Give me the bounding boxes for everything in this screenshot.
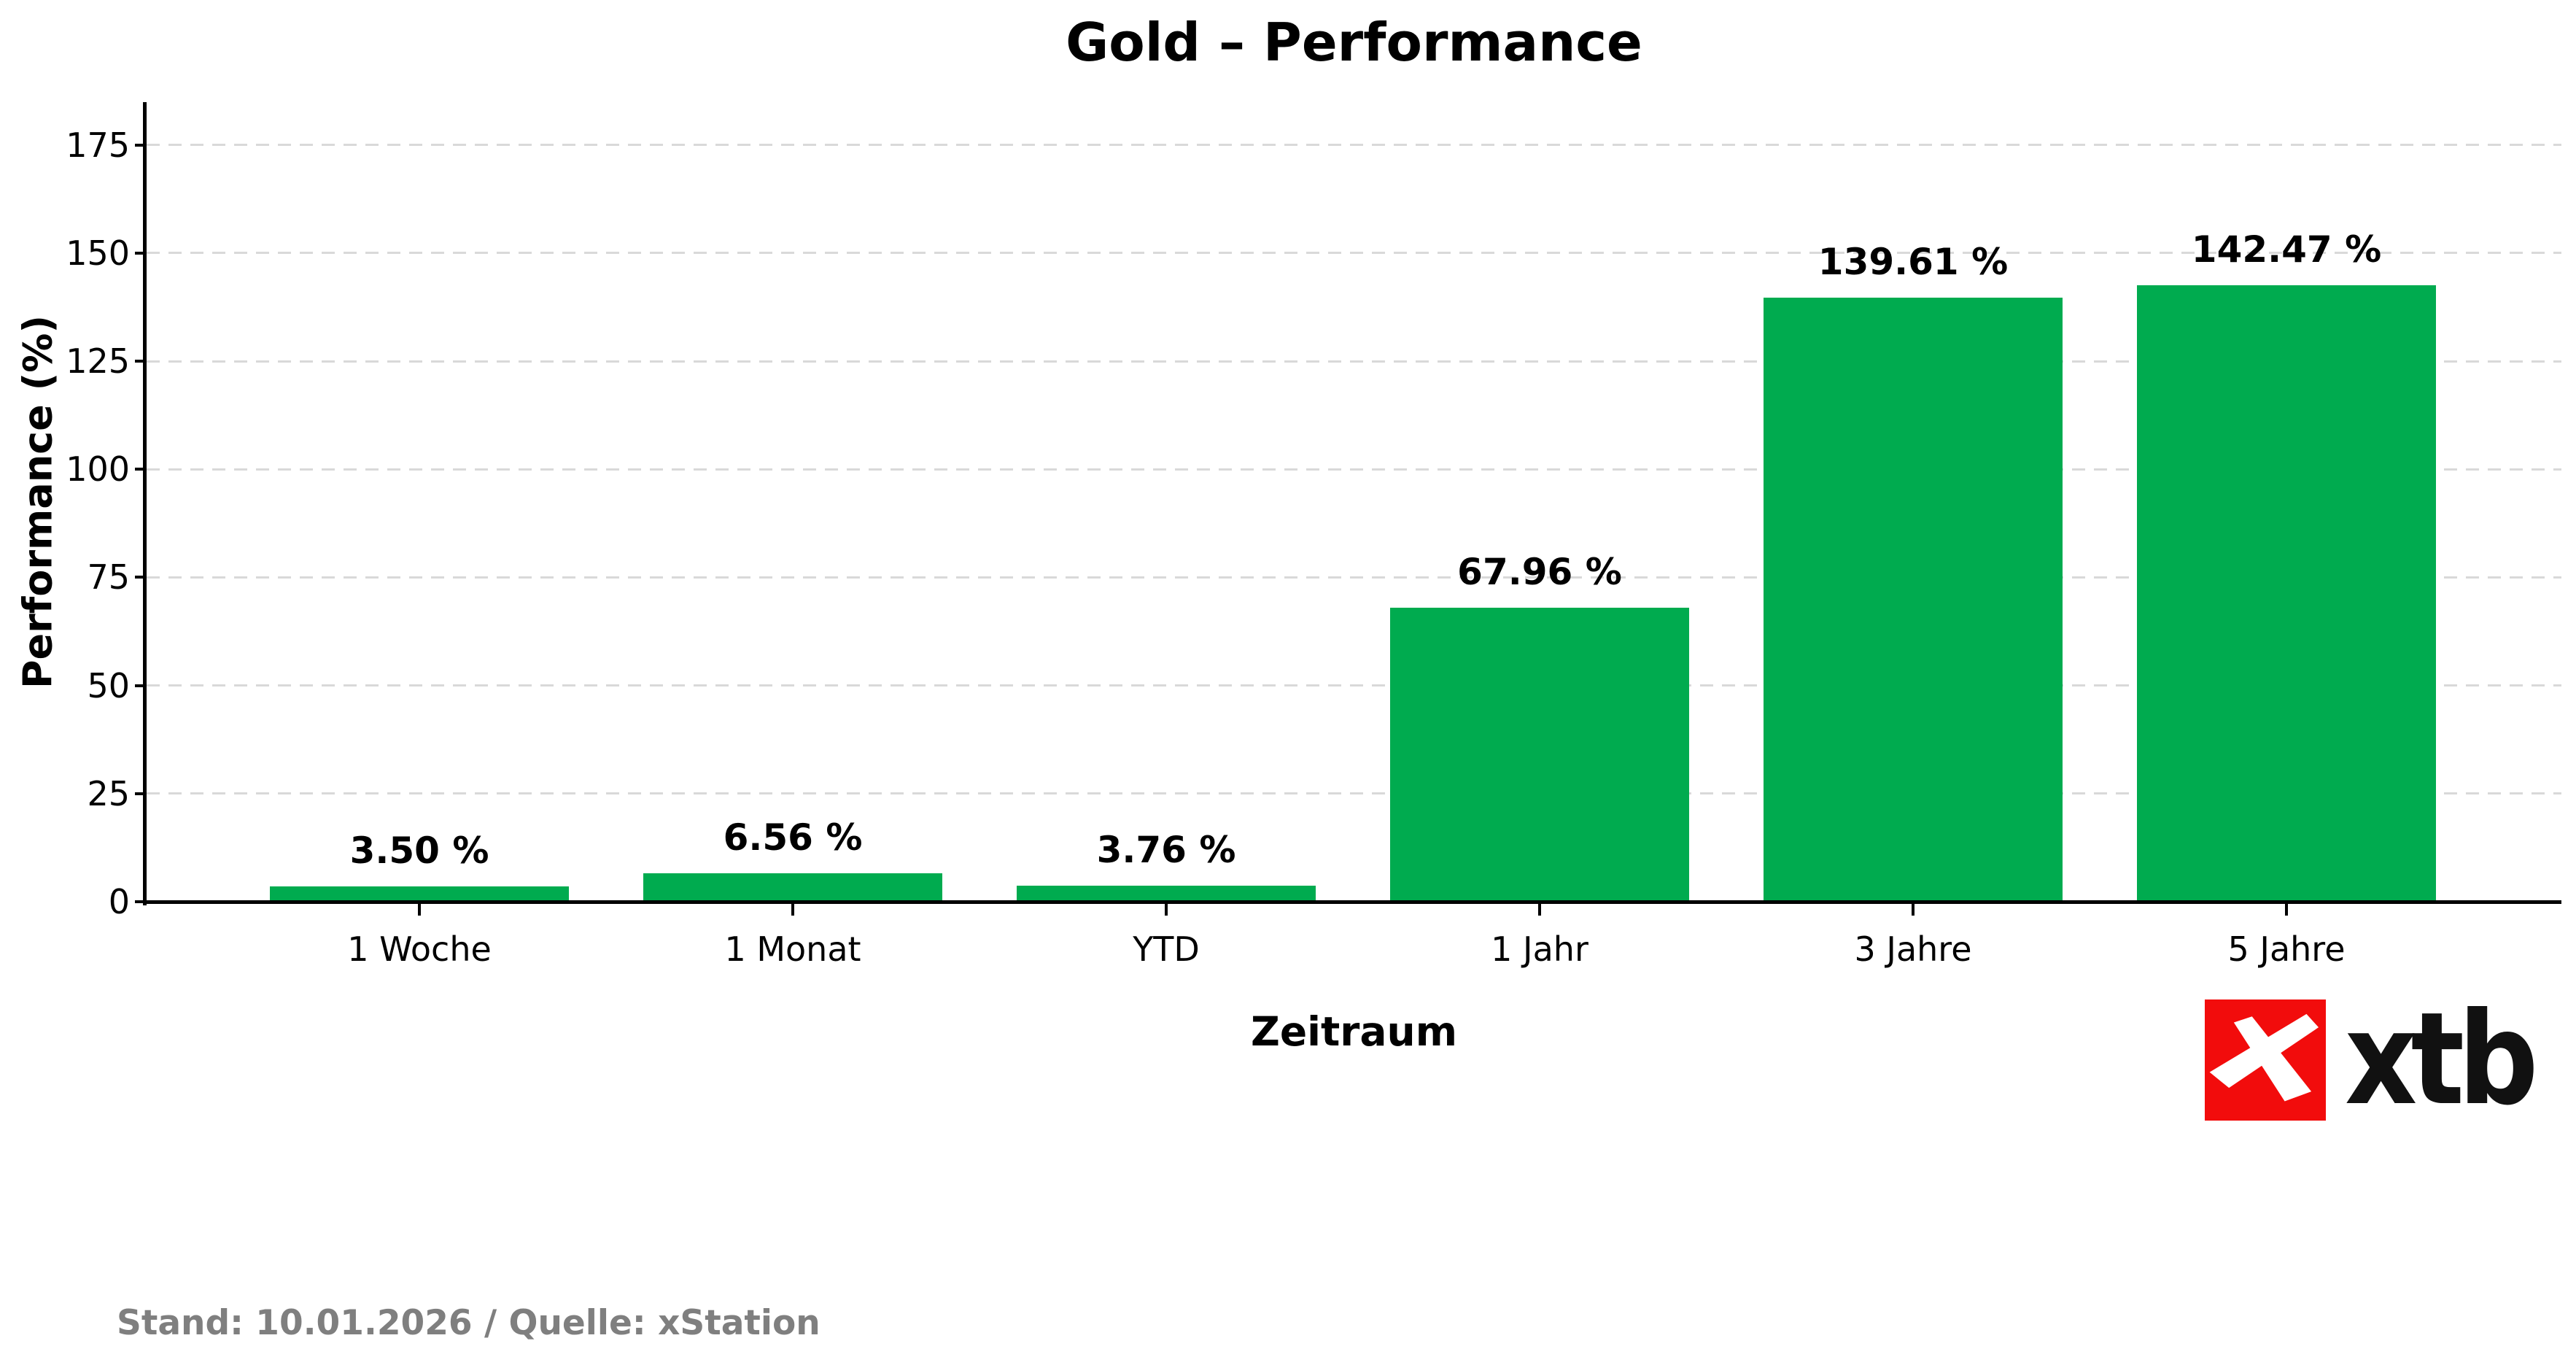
chart-title: Gold – Performance <box>1066 12 1642 73</box>
x-axis-tick <box>1912 903 1914 916</box>
bar-value-label: 6.56 % <box>723 816 863 859</box>
bar <box>270 886 569 902</box>
x-axis-tick <box>418 903 421 916</box>
y-axis-tick <box>135 468 147 471</box>
x-axis-tick-label: 1 Monat <box>724 929 861 969</box>
x-axis-tick <box>791 903 794 916</box>
y-axis-tick <box>135 792 147 795</box>
x-axis-tick-label: 5 Jahre <box>2227 929 2346 969</box>
xtb-logo: xtb <box>2205 986 2558 1134</box>
xtb-logo-icon <box>2205 999 2326 1121</box>
gridline <box>147 684 2561 687</box>
x-axis-tick <box>1165 903 1168 916</box>
y-axis-tick <box>135 684 147 687</box>
bar-value-label: 139.61 % <box>1817 241 2009 284</box>
y-axis-tick-label: 175 <box>66 125 130 165</box>
x-axis-label: Zeitraum <box>1250 1008 1458 1055</box>
bar <box>1390 608 1689 902</box>
y-axis-tick-label: 25 <box>87 773 130 813</box>
x-axis-tick <box>1538 903 1541 916</box>
y-axis-tick <box>135 143 147 147</box>
source-note: Stand: 10.01.2026 / Quelle: xStation <box>117 1303 820 1343</box>
y-axis-tick-label: 75 <box>87 557 130 598</box>
x-axis-tick <box>2285 903 2288 916</box>
xtb-logo-text: xtb <box>2345 986 2539 1134</box>
bar-value-label: 3.50 % <box>349 830 489 873</box>
bar <box>1764 298 2063 902</box>
gridline <box>147 576 2561 579</box>
y-axis-tick-label: 100 <box>66 449 130 490</box>
y-axis-tick-label: 50 <box>87 665 130 705</box>
x-axis-tick-label: YTD <box>1133 929 1200 969</box>
bar <box>643 873 942 902</box>
bar <box>1017 885 1316 902</box>
y-axis-tick-label: 0 <box>108 882 130 921</box>
y-axis-tick-label: 150 <box>66 233 130 273</box>
y-axis-tick <box>135 251 147 255</box>
x-axis-spine <box>143 900 2561 904</box>
gridline <box>147 252 2561 255</box>
gridline <box>147 144 2561 147</box>
gridline <box>147 792 2561 795</box>
y-axis-tick <box>135 576 147 579</box>
x-axis-tick-label: 1 Woche <box>347 929 492 969</box>
gridline <box>147 360 2561 363</box>
y-axis-tick-label: 125 <box>66 341 130 381</box>
gridline <box>147 468 2561 471</box>
bar-value-label: 3.76 % <box>1096 828 1236 871</box>
x-axis-tick-label: 1 Jahr <box>1491 929 1588 969</box>
bar-value-label: 142.47 % <box>2191 228 2382 271</box>
bar-value-label: 67.96 % <box>1457 551 1622 594</box>
y-axis-tick <box>135 900 147 903</box>
bar <box>2137 285 2436 902</box>
y-axis-spine <box>143 102 147 905</box>
x-axis-tick-label: 3 Jahre <box>1854 929 1972 969</box>
y-axis-tick <box>135 360 147 363</box>
